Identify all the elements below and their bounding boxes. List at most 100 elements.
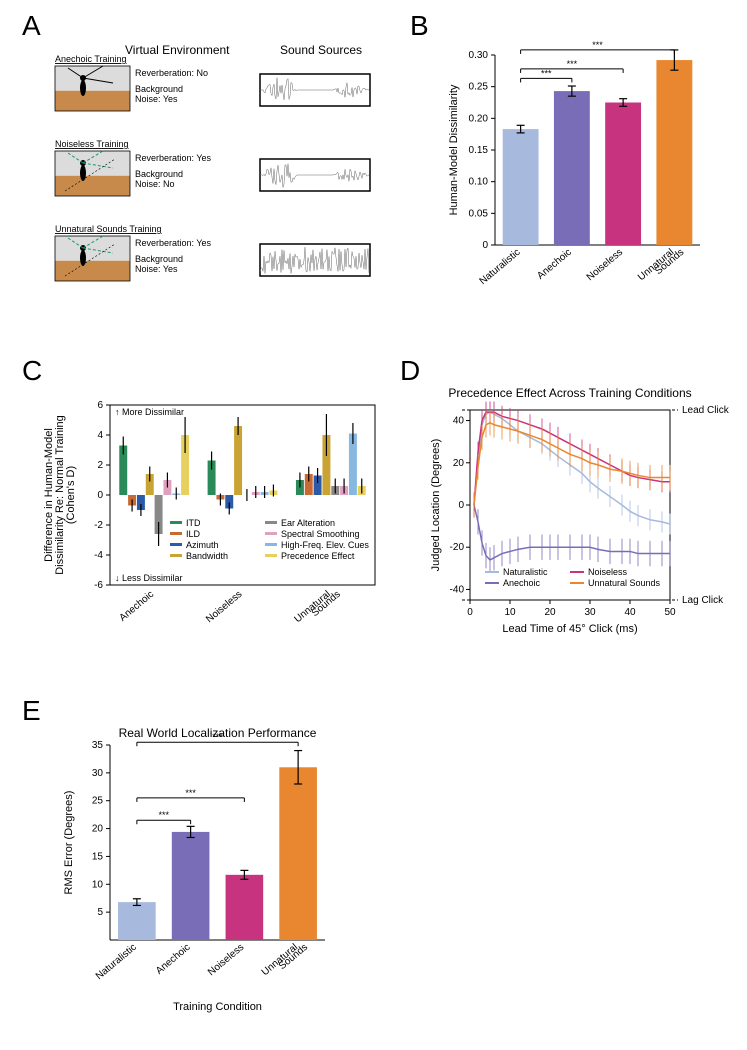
col-header-sound: Sound Sources <box>280 43 362 57</box>
group-label: Anechoic <box>118 589 157 624</box>
legend-label: Ear Alteration <box>281 518 335 528</box>
noise-label: Noise: Yes <box>135 94 178 104</box>
xtick-label: 50 <box>664 607 676 618</box>
bar <box>656 60 692 245</box>
figure-body <box>80 80 86 96</box>
bar <box>118 902 156 940</box>
panel-d-svg: Precedence Effect Across Training Condit… <box>425 385 730 660</box>
y-axis-label: Human-Model Dissimilarity <box>448 84 460 215</box>
xtick-label: Noiseless <box>206 942 246 978</box>
figure-body <box>80 250 86 266</box>
waveform <box>260 78 369 100</box>
xtick-label: Naturalistic <box>478 247 523 287</box>
chart-title: Precedence Effect Across Training Condit… <box>448 386 691 400</box>
ytick-label: 6 <box>97 400 103 411</box>
ytick-label: 30 <box>92 768 104 779</box>
legend-label: Bandwidth <box>186 551 228 561</box>
legend: NaturalisticAnechoicNoiselessUnnatural S… <box>485 567 661 588</box>
ytick-label: 2 <box>97 460 103 471</box>
x-axis-label: Training Condition <box>173 1001 262 1013</box>
col-header-env: Virtual Environment <box>125 43 230 57</box>
ytick-label: 40 <box>453 416 465 427</box>
figure-body <box>80 165 86 181</box>
ytick-label: 4 <box>97 430 103 441</box>
ytick-label: 0.15 <box>469 145 489 156</box>
legend-swatch <box>265 521 277 524</box>
reverb-label: Reverberation: No <box>135 68 208 78</box>
row-title: Anechoic Training <box>55 54 127 64</box>
ytick-label: 0 <box>458 500 464 511</box>
ytick-label: 10 <box>92 879 104 890</box>
legend-swatch <box>170 521 182 524</box>
legend-swatch <box>265 543 277 546</box>
bar <box>554 91 590 245</box>
legend-label: Noiseless <box>588 567 628 577</box>
reverb-label: Reverberation: Yes <box>135 153 212 163</box>
xtick-label: Noiseless <box>585 247 625 283</box>
ytick-label: -20 <box>450 542 465 553</box>
ytick-label: 0.05 <box>469 208 489 219</box>
noise-label: Background <box>135 169 183 179</box>
legend-swatch <box>170 554 182 557</box>
env-sky <box>55 66 130 91</box>
line-series <box>474 412 670 505</box>
ytick-label: -40 <box>450 584 465 595</box>
more-label: ↑ More Dissimilar <box>115 407 184 417</box>
grouped-bar <box>234 426 242 495</box>
waveform <box>260 164 369 188</box>
sig-label: *** <box>158 810 169 820</box>
panel-a-svg: Virtual Environment Sound Sources Anecho… <box>55 40 385 320</box>
noise-label: Background <box>135 254 183 264</box>
lag-label: Lag Click <box>682 595 724 606</box>
legend: ITDILDAzimuthBandwidthEar AlterationSpec… <box>170 518 369 561</box>
legend-swatch <box>265 554 277 557</box>
ytick-label: 20 <box>453 458 465 469</box>
less-label: ↓ Less Dissimilar <box>115 573 183 583</box>
ytick-label: 0.25 <box>469 82 489 93</box>
panel-d: Precedence Effect Across Training Condit… <box>425 385 730 660</box>
xtick-label: 30 <box>584 607 596 618</box>
panel-e-label: E <box>22 695 41 727</box>
y-axis-label: RMS Error (Degrees) <box>63 791 75 895</box>
ytick-label: 0.20 <box>469 113 489 124</box>
ytick-label: 0.30 <box>469 50 489 61</box>
ytick-label: -6 <box>94 580 103 591</box>
ytick-label: 20 <box>92 824 104 835</box>
ytick-label: 25 <box>92 796 104 807</box>
x-axis-label: Lead Time of 45° Click (ms) <box>502 623 637 635</box>
panel-b: 0 0.05 0.10 0.15 0.20 0.25 0.30 Naturalistic Ane… <box>440 35 720 320</box>
legend-label: Naturalistic <box>503 567 548 577</box>
xtick-label: 20 <box>544 607 556 618</box>
legend-label: ITD <box>186 518 201 528</box>
panel-a-label: A <box>22 10 41 42</box>
figure-root: A Virtual Environment Sound Sources Anec… <box>0 0 747 1050</box>
line-series <box>474 412 670 524</box>
panel-e: 5101520253035NaturalisticAnechoicNoisele… <box>55 720 355 1030</box>
bar <box>279 767 317 940</box>
legend-label: Azimuth <box>186 540 219 550</box>
ytick-label: 35 <box>92 740 104 751</box>
panel-c-svg: -6-4-20246↑ More Dissimilar↓ Less Dissim… <box>40 385 390 675</box>
bar <box>605 103 641 246</box>
ytick-label: 0.10 <box>469 177 489 188</box>
legend-swatch <box>170 532 182 535</box>
env-ground <box>55 261 130 281</box>
panel-b-label: B <box>410 10 429 42</box>
ytick-label: 0 <box>482 240 488 251</box>
legend-label: High-Freq. Elev. Cues <box>281 540 369 550</box>
env-sky <box>55 151 130 176</box>
noise-label: Noise: No <box>135 179 175 189</box>
legend-label: Anechoic <box>503 578 541 588</box>
sig-label: *** <box>185 788 196 798</box>
bar <box>226 875 264 940</box>
waveform <box>260 247 369 273</box>
bar <box>172 832 210 940</box>
panel-c: -6-4-20246↑ More Dissimilar↓ Less Dissim… <box>40 385 390 675</box>
env-ground <box>55 176 130 196</box>
ytick-label: -2 <box>94 520 103 531</box>
xtick-label: 40 <box>624 607 636 618</box>
legend-swatch <box>265 532 277 535</box>
panel-b-svg: 0 0.05 0.10 0.15 0.20 0.25 0.30 Naturalistic Ane… <box>440 35 720 320</box>
env-ground <box>55 91 130 111</box>
xtick-label: Anechoic <box>535 247 574 282</box>
